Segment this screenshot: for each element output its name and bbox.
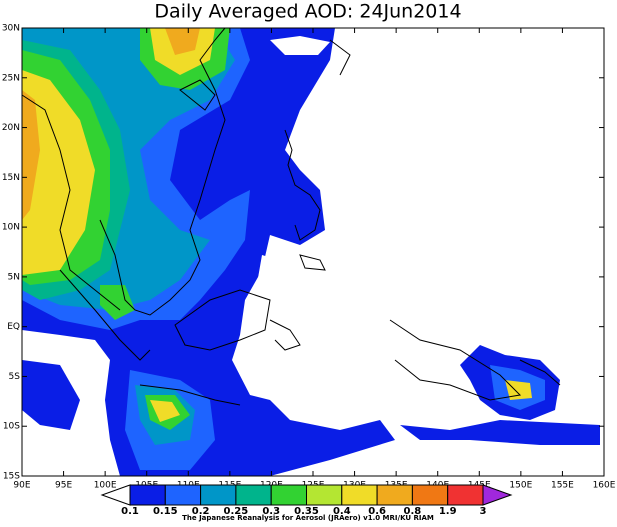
colorbar-segment <box>447 484 484 506</box>
lon-label: 95E <box>55 481 72 491</box>
colorbar-label: 0.6 <box>368 506 386 517</box>
credit: The Japanese Reanalysis for Aerosol (JRA… <box>182 514 434 522</box>
lat-label: 30N <box>2 24 20 34</box>
map-title: Daily Averaged AOD: 24Jun2014 <box>154 1 461 23</box>
lon-label: 100E <box>94 481 117 491</box>
colorbar-segment <box>235 484 272 506</box>
colorbar-segment <box>129 484 166 506</box>
lat-label: 15N <box>2 173 20 183</box>
colorbar-label: 3 <box>480 506 487 517</box>
lat-label: 20N <box>2 123 20 133</box>
colorbar-label: 0.4 <box>333 506 351 517</box>
colorbar-label: 0.35 <box>294 506 319 517</box>
colorbar-label: 1.9 <box>439 506 457 517</box>
colorbar-segment <box>164 484 202 506</box>
colorbar-label: 0.1 <box>121 506 139 517</box>
colorbar-label: 0.2 <box>192 506 210 517</box>
coastlines <box>21 27 561 406</box>
aod-field <box>22 28 604 476</box>
lat-label: EQ <box>7 322 20 332</box>
lon-label: 160E <box>593 481 616 491</box>
colorbar-segment <box>341 484 378 506</box>
lon-label: 150E <box>509 481 532 491</box>
colorbar-label: 0.3 <box>262 506 280 517</box>
colorbar-label: 0.15 <box>153 506 178 517</box>
colorbar-high <box>482 484 513 506</box>
lat-label: 25N <box>2 73 20 83</box>
lat-label: 10S <box>3 422 20 432</box>
colorbar-segment <box>270 484 308 506</box>
colorbar-label: 0.8 <box>404 506 422 517</box>
lat-label: 5N <box>8 272 20 282</box>
lat-label: 5S <box>9 372 21 382</box>
lat-label: 15S <box>3 472 20 482</box>
colorbar-segment <box>376 484 413 506</box>
colorbar-segment <box>306 484 343 506</box>
colorbar-label: 0.25 <box>224 506 249 517</box>
lat-label: 10N <box>2 223 20 233</box>
colorbar-segment <box>411 484 449 506</box>
lon-label: 155E <box>551 481 574 491</box>
lon-label: 90E <box>13 481 30 491</box>
colorbar-segment <box>200 484 237 506</box>
